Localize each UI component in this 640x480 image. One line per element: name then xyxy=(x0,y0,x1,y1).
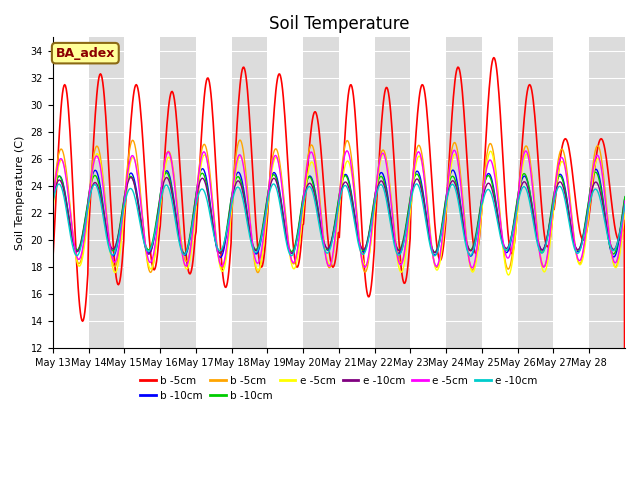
Bar xyxy=(339,37,374,348)
Bar xyxy=(589,37,625,348)
Bar xyxy=(160,37,196,348)
Bar xyxy=(446,37,482,348)
Bar xyxy=(374,37,410,348)
Bar xyxy=(232,37,268,348)
Y-axis label: Soil Temperature (C): Soil Temperature (C) xyxy=(15,136,25,250)
Text: BA_adex: BA_adex xyxy=(56,47,115,60)
Bar xyxy=(88,37,124,348)
Bar xyxy=(518,37,554,348)
Bar xyxy=(268,37,303,348)
Bar xyxy=(52,37,88,348)
Bar xyxy=(554,37,589,348)
Bar xyxy=(124,37,160,348)
Bar xyxy=(410,37,446,348)
Bar xyxy=(482,37,518,348)
Legend: b -5cm, b -10cm, b -5cm, b -10cm, e -5cm, e -10cm, e -5cm, e -10cm: b -5cm, b -10cm, b -5cm, b -10cm, e -5cm… xyxy=(136,372,541,405)
Bar xyxy=(303,37,339,348)
Bar xyxy=(196,37,232,348)
Title: Soil Temperature: Soil Temperature xyxy=(269,15,409,33)
